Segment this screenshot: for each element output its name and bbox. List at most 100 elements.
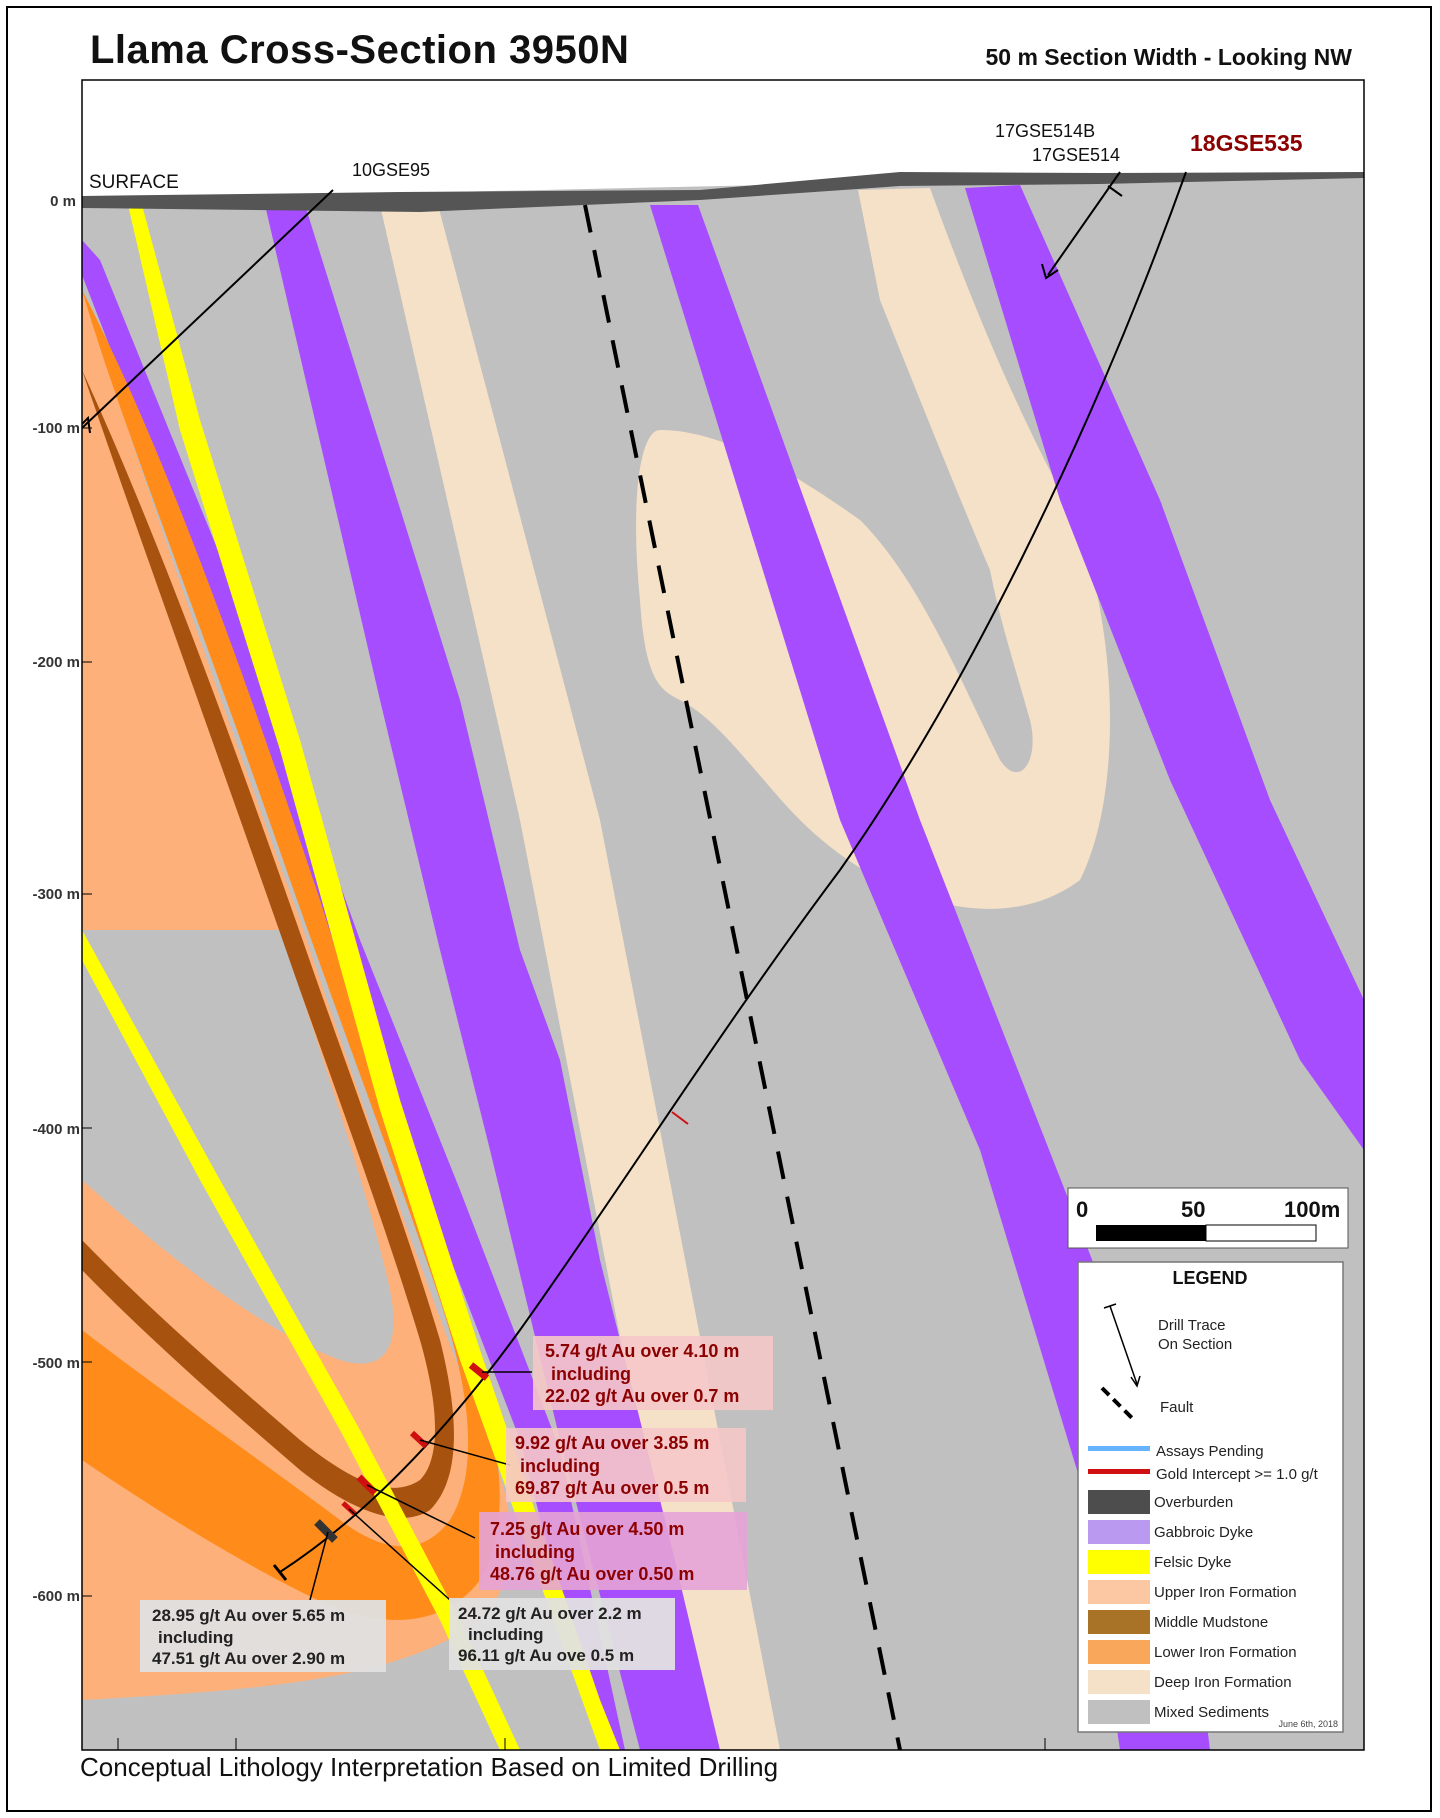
legend-swatch-middle-mudstone (1088, 1610, 1150, 1634)
gold-intercept-2 (409, 1430, 429, 1449)
legend-swatch-upper-iron-formation (1088, 1580, 1150, 1604)
felsic-dyke-east (128, 205, 620, 1750)
legend-swatch-deep-iron-formation (1088, 1670, 1150, 1694)
footer-note: Conceptual Lithology Interpretation Base… (80, 1752, 779, 1782)
surface-label: SURFACE (89, 172, 179, 193)
gabbroic-dyke-east (965, 185, 1364, 1150)
legend-drill-icon (1109, 1305, 1138, 1385)
mixed-sediments-inlier (82, 930, 394, 1364)
depth-label-0: 0 m (50, 193, 76, 210)
legend-drill-arrow (1130, 1375, 1141, 1388)
depth-label-200: -200 m (32, 654, 80, 671)
legend-fault-icon (1100, 1386, 1134, 1420)
callout-line: including (158, 1628, 234, 1647)
legend-swatch-gabbroic-dyke (1088, 1520, 1150, 1544)
legend-intercept-label: Gold Intercept >= 1.0 g/t (1156, 1466, 1319, 1483)
legend-drill-label-1: Drill Trace (1158, 1317, 1226, 1334)
fault-line (583, 204, 902, 1750)
hole-label-10gse95: 10GSE95 (352, 160, 430, 180)
callout-line: 28.95 g/t Au over 5.65 m (152, 1606, 345, 1625)
legend-intercept-swatch (1088, 1469, 1150, 1474)
map-border (81, 79, 1365, 1751)
depth-label-400: -400 m (32, 1121, 80, 1138)
callout-line: including (468, 1625, 544, 1644)
depth-label-500: -500 m (32, 1355, 80, 1372)
lower-iron-formation (82, 290, 500, 1620)
leader-2 (419, 1439, 511, 1466)
legend-drill-label-2: On Section (1158, 1336, 1232, 1353)
leader-5 (348, 1508, 451, 1601)
legend-label-gabbroic-dyke: Gabbroic Dyke (1154, 1524, 1253, 1541)
deep-iron-formation-fold (636, 188, 1110, 909)
leader-4 (309, 1531, 329, 1601)
intercept-callout-5: 24.72 g/t Au over 2.2 m including 96.11 … (449, 1598, 675, 1670)
legend-units: Overburden Gabbroic Dyke Felsic Dyke Upper … (1088, 1490, 1297, 1724)
callout-line: 47.51 g/t Au over 2.90 m (152, 1649, 345, 1668)
scale-segment-black (1096, 1225, 1206, 1241)
legend: LEGEND Drill Trace On Section Fault Assa… (1077, 1261, 1344, 1733)
drill-collar-cap (1107, 185, 1123, 197)
legend-swatch-overburden (1088, 1490, 1150, 1514)
hole-label-18gse535: 18GSE535 (1190, 130, 1303, 156)
geology-map: /t (82, 80, 1364, 1750)
legend-swatch-felsic-dyke (1088, 1550, 1150, 1574)
legend-date: June 6th, 2018 (1278, 1719, 1338, 1729)
callout-line: 5.74 g/t Au over 4.10 m (545, 1341, 739, 1361)
pending-mark (671, 1111, 689, 1125)
callout-line: including (495, 1542, 575, 1562)
leader-3 (366, 1484, 476, 1539)
scale-label-100: 100m (1284, 1197, 1340, 1222)
legend-swatch-mixed-sediments (1088, 1700, 1150, 1724)
legend-label-upper-iron-formation: Upper Iron Formation (1154, 1584, 1297, 1601)
legend-label-lower-iron-formation: Lower Iron Formation (1154, 1644, 1297, 1661)
bottom-ticks (117, 1738, 1046, 1750)
drill-trace-18gse535 (279, 171, 1187, 1573)
legend-label-deep-iron-formation: Deep Iron Formation (1154, 1674, 1292, 1691)
legend-label-overburden: Overburden (1154, 1494, 1233, 1511)
legend-swatch-lower-iron-formation (1088, 1640, 1150, 1664)
gabbroic-dyke-central (650, 205, 1210, 1750)
drill-end-cap (272, 1564, 288, 1581)
gold-intercept-4 (314, 1519, 338, 1543)
scale-label-50: 50 (1181, 1197, 1205, 1222)
drill-trace-17gse514 (1047, 171, 1121, 276)
scale-bar: 0 50 100m (1067, 1187, 1349, 1249)
felsic-dyke-west (82, 930, 520, 1750)
callout-box (533, 1336, 773, 1410)
callout-line: 69.87 g/t Au over 0.5 m (515, 1478, 709, 1498)
legend-label-mixed-sediments: Mixed Sediments (1154, 1704, 1269, 1721)
callout-line: 22.02 g/t Au over 0.7 m (545, 1386, 739, 1406)
callout-line: 24.72 g/t Au over 2.2 m (458, 1604, 642, 1623)
callout-box (449, 1598, 675, 1670)
intercept-callout-4: 28.95 g/t Au over 5.65 m including 47.51… (140, 1600, 386, 1672)
arrowhead-17gse514 (1041, 263, 1059, 280)
overburden (82, 172, 1364, 212)
legend-label-felsic-dyke: Felsic Dyke (1154, 1554, 1232, 1571)
scale-label-0: 0 (1076, 1197, 1088, 1222)
depth-ticks (82, 427, 92, 1597)
hole-label-17gse514b: 17GSE514B (995, 121, 1095, 141)
legend-label-middle-mudstone: Middle Mudstone (1154, 1614, 1268, 1631)
intercept-callout-3: 7.25 g/t Au over 4.50 m including 48.76 … (479, 1512, 747, 1590)
callout-line: 96.11 g/t Au ove 0.5 m (458, 1646, 634, 1665)
callout-box (479, 1512, 747, 1590)
hole-label-17gse514: 17GSE514 (1032, 145, 1120, 165)
drill-trace-10gse95 (82, 189, 334, 429)
depth-label-300: -300 m (32, 886, 80, 903)
callout-line: including (520, 1456, 600, 1476)
depth-label-100: -100 m (32, 420, 80, 437)
gold-intercept-1 (468, 1362, 490, 1381)
page-title: Llama Cross-Section 3950N (90, 28, 630, 72)
callout-line: including (551, 1364, 631, 1384)
figure-frame (6, 6, 1432, 1812)
callout-box (506, 1428, 746, 1502)
legend-drill-cap (1103, 1303, 1117, 1309)
legend-pending-label: Assays Pending (1156, 1443, 1264, 1460)
intercept-callout-1: 5.74 g/t Au over 4.10 m including 22.02 … (533, 1336, 773, 1410)
scale-segment-white (1205, 1224, 1317, 1242)
legend-pending-swatch (1088, 1446, 1150, 1451)
legend-fault-label: Fault (1160, 1399, 1194, 1416)
section-subtitle: 50 m Section Width - Looking NW (985, 44, 1352, 70)
callout-box (140, 1600, 386, 1672)
